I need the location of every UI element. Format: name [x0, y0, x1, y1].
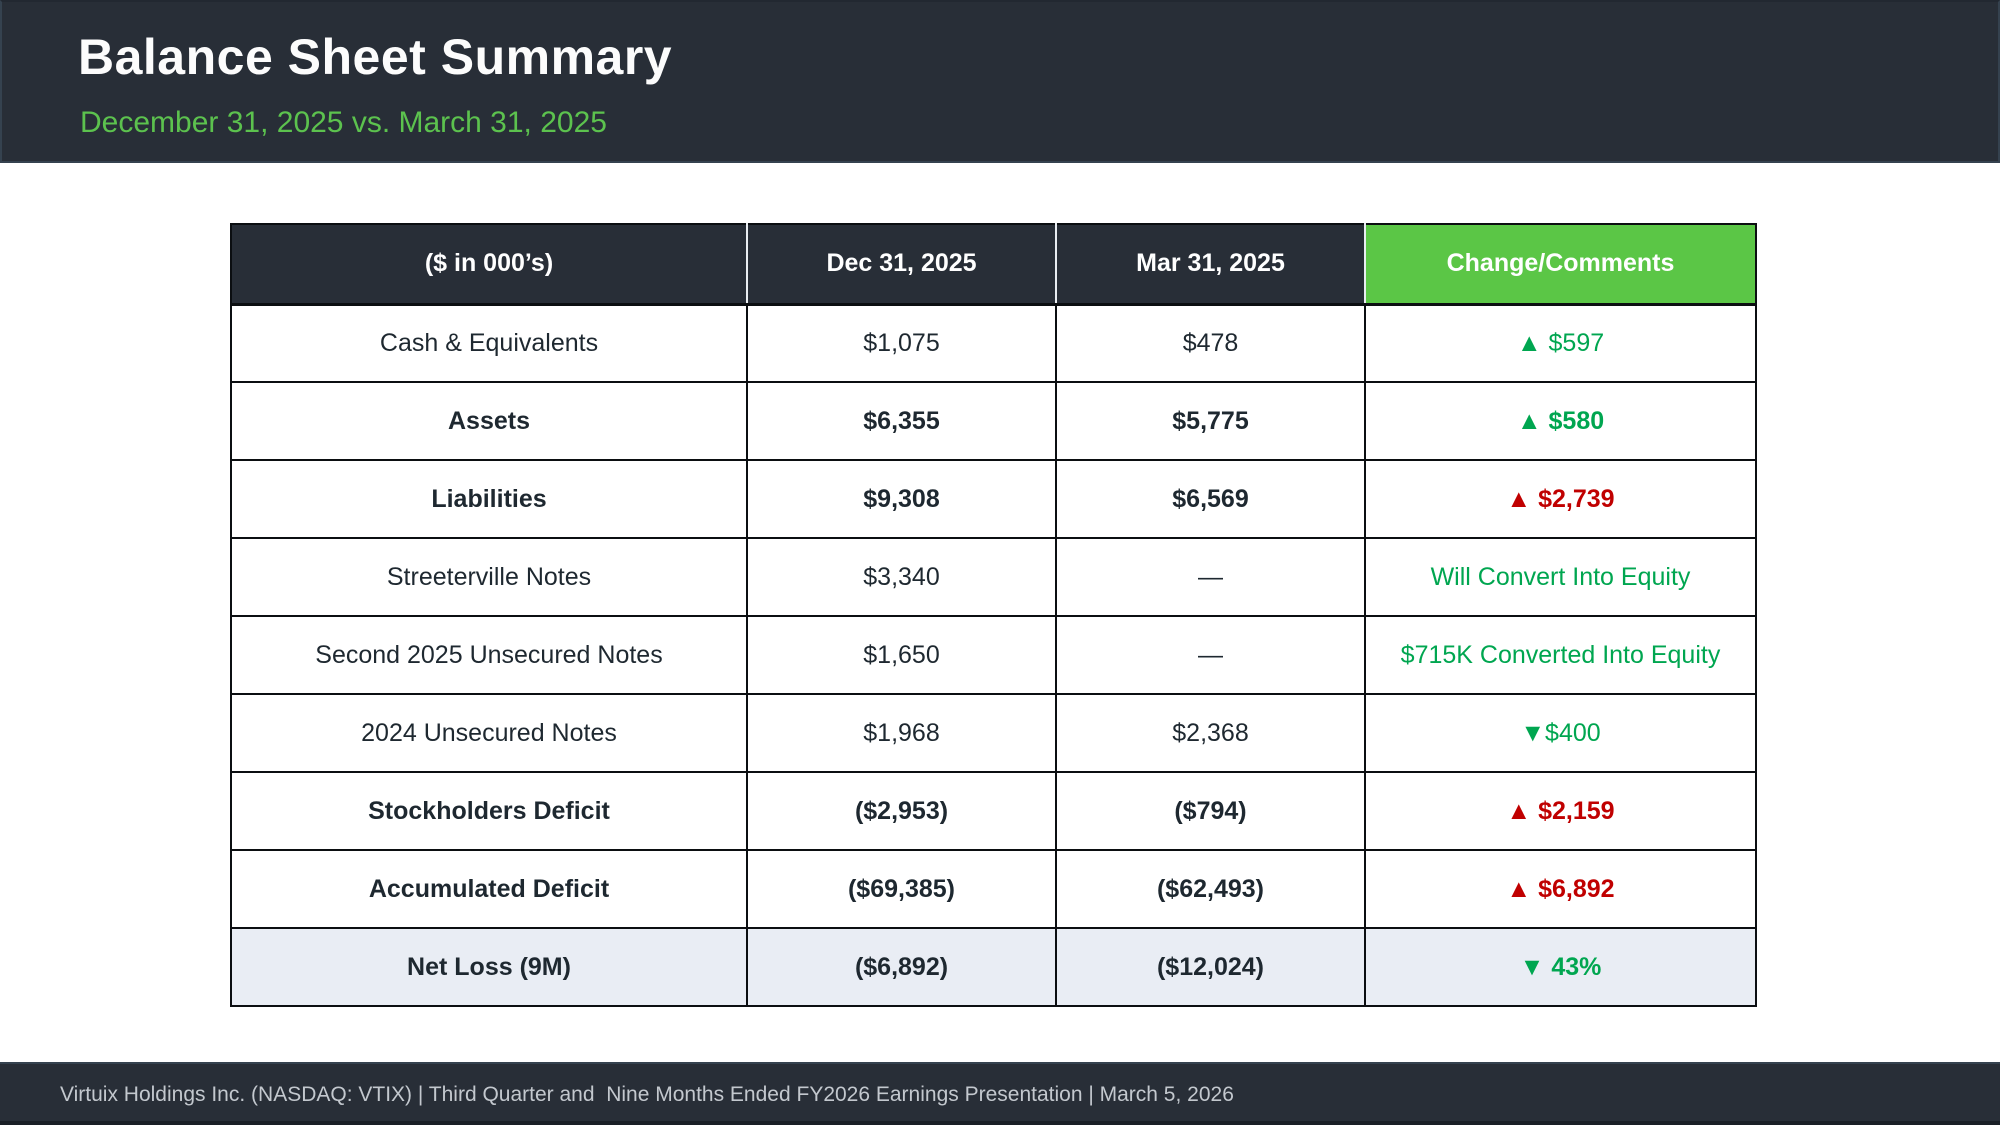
amount-cell-mar: ($12,024)	[1055, 927, 1366, 1007]
amount-cell-dec: $1,968	[746, 693, 1057, 773]
amount-cell-dec: ($69,385)	[746, 849, 1057, 929]
amount-cell-dec: ($6,892)	[746, 927, 1057, 1007]
amount-cell-mar: —	[1055, 615, 1366, 695]
amount-cell-mar: ($62,493)	[1055, 849, 1366, 929]
change-cell: $715K Converted Into Equity	[1364, 615, 1757, 695]
row-label-cell: Net Loss (9M)	[230, 927, 748, 1007]
amount-cell-dec: $6,355	[746, 381, 1057, 461]
amount-cell-mar: ($794)	[1055, 771, 1366, 851]
row-label-cell: Second 2025 Unsecured Notes	[230, 615, 748, 695]
amount-cell-dec: $3,340	[746, 537, 1057, 617]
row-label-cell: Streeterville Notes	[230, 537, 748, 617]
col-header-line-item: ($ in 000’s)	[231, 224, 748, 306]
amount-cell-mar: $6,569	[1055, 459, 1366, 539]
amount-cell-mar: $5,775	[1055, 381, 1366, 461]
row-label-cell: 2024 Unsecured Notes	[230, 693, 748, 773]
col-header-dec-31-2025: Dec 31, 2025	[747, 224, 1057, 306]
slide-footer-bar: Virtuix Holdings Inc. (NASDAQ: VTIX) | T…	[0, 1062, 2000, 1125]
amount-cell-dec: $1,075	[746, 303, 1057, 383]
page-title: Balance Sheet Summary	[78, 29, 673, 85]
table-row: Accumulated Deficit ($69,385) ($62,493) ▲ $…	[230, 849, 1757, 929]
change-cell: ▲ $2,739	[1364, 459, 1757, 539]
table-body: Cash & Equivalents $1,075 $478 ▲ $597 Assets…	[230, 303, 1757, 1007]
table-row: Streeterville Notes $3,340— Will Convert I…	[230, 537, 1757, 617]
table-row: Second 2025 Unsecured Notes $1,650— $715K …	[230, 615, 1757, 695]
table-row: 2024 Unsecured Notes $1,968 $2,368 ▼$400	[230, 693, 1757, 773]
row-label-cell: Liabilities	[230, 459, 748, 539]
change-cell: ▼ 43%	[1364, 927, 1757, 1007]
balance-sheet-table: ($ in 000’s) Dec 31, 2025 Mar 31, 2025 C…	[230, 223, 1757, 1007]
change-cell: ▼$400	[1364, 693, 1757, 773]
change-cell: ▲ $580	[1364, 381, 1757, 461]
amount-cell-mar: —	[1055, 537, 1366, 617]
table-row: Assets $6,355 $5,775 ▲ $580	[230, 381, 1757, 461]
table-row: Net Loss (9M) ($6,892) ($12,024) ▼ 43%	[230, 927, 1757, 1007]
row-label-cell: Cash & Equivalents	[230, 303, 748, 383]
table-row: Liabilities $9,308 $6,569 ▲ $2,739	[230, 459, 1757, 539]
row-label-cell: Accumulated Deficit	[230, 849, 748, 929]
balance-sheet-table-grid: ($ in 000’s) Dec 31, 2025 Mar 31, 2025 C…	[230, 223, 1757, 1007]
row-label-cell: Stockholders Deficit	[230, 771, 748, 851]
col-header-mar-31-2025: Mar 31, 2025	[1056, 224, 1366, 306]
footer-text: Virtuix Holdings Inc. (NASDAQ: VTIX) | T…	[60, 1082, 1234, 1106]
table-header-row: ($ in 000’s) Dec 31, 2025 Mar 31, 2025 C…	[231, 224, 1757, 306]
amount-cell-dec: ($2,953)	[746, 771, 1057, 851]
col-header-change-comments: Change/Comments	[1365, 224, 1757, 306]
amount-cell-mar: $2,368	[1055, 693, 1366, 773]
change-cell: Will Convert Into Equity	[1364, 537, 1757, 617]
table-row: Stockholders Deficit ($2,953) ($794) ▲ $2,1…	[230, 771, 1757, 851]
change-cell: ▲ $597	[1364, 303, 1757, 383]
page-subtitle: December 31, 2025 vs. March 31, 2025	[80, 106, 607, 139]
slide-title-bar: Balance Sheet Summary December 31, 2025 …	[0, 0, 2000, 163]
amount-cell-dec: $1,650	[746, 615, 1057, 695]
table-row: Cash & Equivalents $1,075 $478 ▲ $597	[230, 303, 1757, 383]
change-cell: ▲ $2,159	[1364, 771, 1757, 851]
row-label-cell: Assets	[230, 381, 748, 461]
change-cell: ▲ $6,892	[1364, 849, 1757, 929]
amount-cell-dec: $9,308	[746, 459, 1057, 539]
amount-cell-mar: $478	[1055, 303, 1366, 383]
